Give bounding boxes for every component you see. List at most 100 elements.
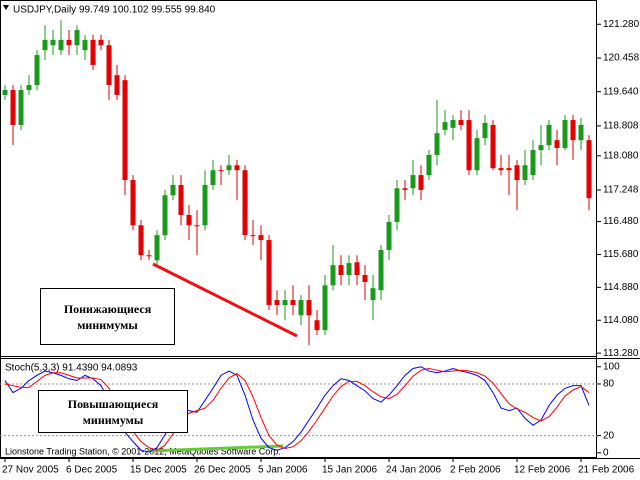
y-tick-label: 118.808 [603, 121, 639, 132]
candle-body [346, 263, 352, 276]
candle-body [234, 165, 240, 171]
candle-body [458, 120, 464, 125]
candle-body [130, 180, 136, 226]
candle-body [570, 120, 576, 141]
candle-body [26, 85, 32, 91]
candle-body [106, 45, 112, 86]
candle-body [578, 124, 584, 141]
candle-body [194, 225, 200, 227]
candle-body [58, 39, 64, 51]
annotation: Понижающиеся минимумы [40, 288, 175, 345]
candle-body [546, 124, 552, 146]
candle-body [202, 184, 208, 226]
y-tick-label: 0 [603, 447, 609, 458]
candle-body [370, 288, 376, 301]
candle-body [282, 300, 288, 306]
candle-body [290, 300, 296, 306]
candle-body [514, 165, 520, 181]
candle-body [354, 262, 360, 276]
candle-body [386, 221, 392, 250]
candle-body [114, 75, 120, 95]
candle-body [82, 39, 88, 51]
y-tick-label: 113.280 [603, 348, 639, 359]
trend-line [149, 444, 284, 453]
candle-body [474, 138, 480, 171]
candle-body [490, 124, 496, 169]
candle-body [42, 39, 48, 51]
y-tick-label: 118.080 [603, 150, 639, 161]
candle-body [50, 39, 56, 46]
candle-body [90, 39, 96, 65]
candle-body [10, 90, 16, 125]
candle-body [34, 55, 40, 86]
candle-body [18, 90, 24, 125]
x-tick-label: 5 Jan 2006 [258, 465, 308, 476]
candle-body [178, 184, 184, 215]
indicator-line [4, 367, 590, 451]
x-tick-label: 24 Jan 2006 [386, 465, 441, 476]
candle-body [162, 195, 168, 236]
candle-body [538, 145, 544, 151]
candle-body [434, 133, 440, 155]
x-tick-label: 12 Feb 2006 [514, 465, 571, 476]
y-tick-label: 115.680 [603, 249, 639, 260]
indicator-line [4, 366, 590, 453]
y-tick-label: 20 [603, 430, 615, 441]
footer: Lionstone Trading Station, © 2001-2012, … [5, 446, 281, 456]
candle-body [226, 165, 232, 171]
x-tick-label: 2 Feb 2006 [450, 465, 501, 476]
annotation: Повышающиеся минимумы [38, 390, 188, 433]
candle-body [498, 168, 504, 171]
candle-body [274, 300, 280, 306]
candle-body [530, 150, 536, 176]
candle-body [74, 30, 80, 46]
candle-body [98, 39, 104, 46]
candle-body [242, 170, 248, 236]
candle-body [410, 175, 416, 189]
candle-body [402, 188, 408, 190]
candle-body [418, 175, 424, 190]
candle-body [170, 184, 176, 196]
candle-body [138, 225, 144, 256]
frame [0, 0, 597, 458]
candle-body [426, 154, 432, 176]
candle-body [466, 120, 472, 171]
candle-body [482, 122, 488, 139]
y-tick-label: 119.640 [603, 86, 639, 97]
candle-body [66, 39, 72, 46]
y-tick-label: 116.480 [603, 216, 639, 227]
y-tick-label: 80 [603, 379, 615, 390]
candle-body [322, 285, 328, 331]
candle-body [362, 275, 368, 283]
x-tick-label: 6 Dec 2005 [66, 465, 118, 476]
candle-body [330, 265, 336, 286]
candle-body [442, 122, 448, 130]
chart-title: USDJPY,Daily 99.749 100.102 99.555 99.84… [13, 5, 216, 16]
candle-body [306, 300, 312, 316]
candle-body [298, 300, 304, 316]
candle-body [378, 249, 384, 291]
candle-body [186, 214, 192, 226]
candle-body [210, 170, 216, 185]
candle-body [554, 140, 560, 148]
candle-body [2, 90, 8, 95]
candle-body [314, 320, 320, 331]
candle-body [506, 168, 512, 171]
candle-body [338, 265, 344, 276]
candle-body [146, 255, 152, 257]
trend-line [152, 262, 298, 338]
candle-body [562, 120, 568, 148]
indicator-title: Stoch(5,3,3) 91.4390 94.0893 [5, 363, 138, 374]
y-tick-label: 114.880 [603, 282, 639, 293]
x-tick-label: 21 Feb 2006 [578, 465, 635, 476]
x-tick-label: 15 Dec 2005 [130, 465, 187, 476]
x-tick-label: 26 Dec 2005 [194, 465, 251, 476]
x-tick-label: 27 Nov 2005 [2, 465, 59, 476]
candle-body [522, 165, 528, 181]
candle-body [586, 140, 592, 199]
x-tick-label: 15 Jan 2006 [322, 465, 377, 476]
candle-body [218, 170, 224, 172]
y-tick-label: 120.458 [603, 53, 640, 64]
